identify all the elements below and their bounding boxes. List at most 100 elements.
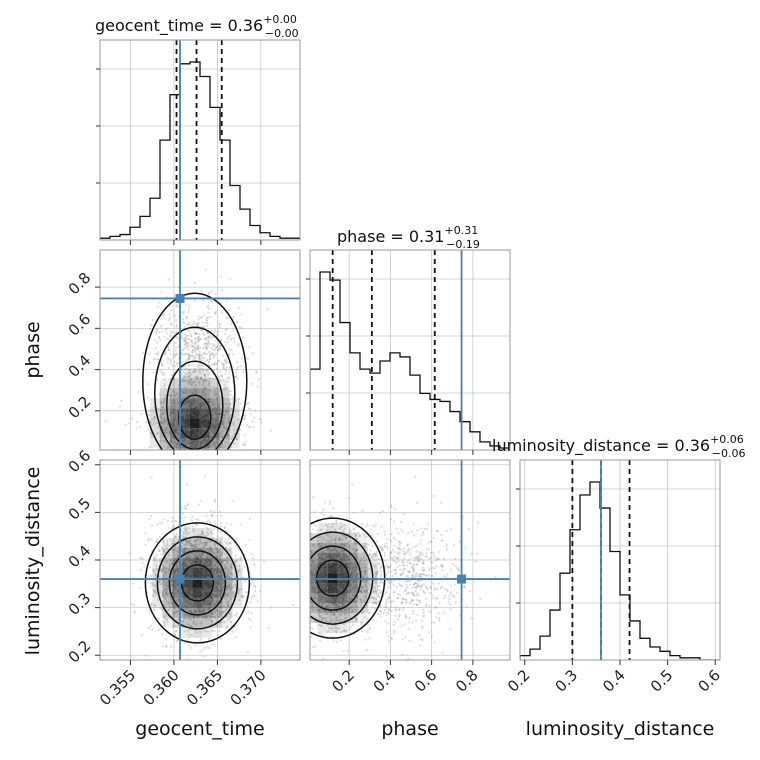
sample-point <box>180 336 184 339</box>
density-cell <box>202 577 213 588</box>
sample-point <box>205 358 209 361</box>
sample-point <box>170 440 173 443</box>
sample-point <box>189 617 192 620</box>
sample-point <box>397 547 400 550</box>
sample-point <box>184 337 187 340</box>
sample-point <box>312 544 315 547</box>
sample-point <box>163 353 167 356</box>
sample-point <box>380 565 383 569</box>
sample-point <box>152 589 155 592</box>
sample-point <box>364 570 367 573</box>
sample-point <box>221 289 224 292</box>
sample-point <box>202 380 205 383</box>
sample-point <box>217 432 220 435</box>
density-cell <box>199 418 210 429</box>
sample-point <box>175 444 179 447</box>
sample-point <box>196 375 199 378</box>
sample-point <box>324 544 327 547</box>
sample-point <box>195 341 198 344</box>
sample-point <box>250 612 253 615</box>
sample-point <box>310 532 313 535</box>
sample-point <box>161 582 164 586</box>
sample-point <box>229 523 232 526</box>
sample-point <box>190 344 193 347</box>
sample-point <box>208 646 211 650</box>
sample-point <box>213 311 217 315</box>
sample-point <box>172 594 176 597</box>
sample-point <box>218 347 222 350</box>
sample-point <box>405 616 408 619</box>
sample-point <box>166 560 169 563</box>
density-cell <box>199 408 210 419</box>
sample-point <box>163 622 166 625</box>
sample-point <box>393 550 397 554</box>
sample-point <box>249 601 252 604</box>
sample-point <box>207 528 210 531</box>
sample-point <box>155 523 159 526</box>
density-cell <box>192 547 203 558</box>
sample-point <box>417 594 420 597</box>
sample-point <box>176 566 179 570</box>
density-cell <box>182 567 193 578</box>
sample-point <box>203 534 206 538</box>
density-cell <box>189 368 200 379</box>
sample-point <box>193 387 196 390</box>
sample-point <box>186 543 189 546</box>
sample-point <box>210 346 213 349</box>
sample-point <box>151 318 154 322</box>
sample-point <box>335 549 338 552</box>
sample-point <box>168 414 171 417</box>
sample-point <box>376 585 380 588</box>
sample-point <box>428 566 431 570</box>
sample-point <box>351 547 355 551</box>
sample-point <box>377 570 380 573</box>
sample-point <box>384 603 388 606</box>
sample-point <box>428 605 431 608</box>
sample-point <box>186 337 189 340</box>
sample-point <box>171 615 174 618</box>
sample-point <box>209 428 212 431</box>
sample-point <box>168 411 171 415</box>
density-cell <box>202 537 213 548</box>
sample-point <box>201 552 204 556</box>
sample-point <box>419 572 422 575</box>
sample-point <box>311 605 315 608</box>
sample-point <box>171 331 174 334</box>
sample-point <box>232 337 236 340</box>
sample-point <box>401 569 404 572</box>
sample-point <box>387 571 390 574</box>
sample-point <box>164 556 167 560</box>
sample-point <box>212 348 215 351</box>
sample-point <box>171 411 174 414</box>
sample-point <box>380 545 383 549</box>
sample-point <box>207 532 210 536</box>
sample-point <box>176 556 179 559</box>
sample-point <box>253 584 256 588</box>
sample-point <box>422 561 425 564</box>
sample-point <box>215 386 218 390</box>
density-cell <box>219 438 230 449</box>
sample-point <box>333 612 336 615</box>
sample-point <box>156 538 159 541</box>
sample-point <box>164 587 167 590</box>
sample-point <box>171 603 175 606</box>
sample-point <box>239 523 242 526</box>
sample-point <box>176 442 179 445</box>
sample-point <box>201 347 204 350</box>
sample-point <box>163 335 166 338</box>
sample-point <box>222 422 225 425</box>
sample-point <box>379 570 383 573</box>
sample-point <box>458 540 462 543</box>
sample-point <box>408 558 411 561</box>
sample-point <box>160 606 164 610</box>
sample-point <box>200 377 203 380</box>
sample-point <box>360 559 363 563</box>
sample-point <box>185 316 189 319</box>
sample-point <box>249 575 252 578</box>
sample-point <box>167 427 170 430</box>
sample-point <box>324 612 327 615</box>
sample-point <box>319 535 322 538</box>
sample-point <box>390 533 393 536</box>
sample-point <box>348 528 351 531</box>
sample-point <box>214 590 217 593</box>
